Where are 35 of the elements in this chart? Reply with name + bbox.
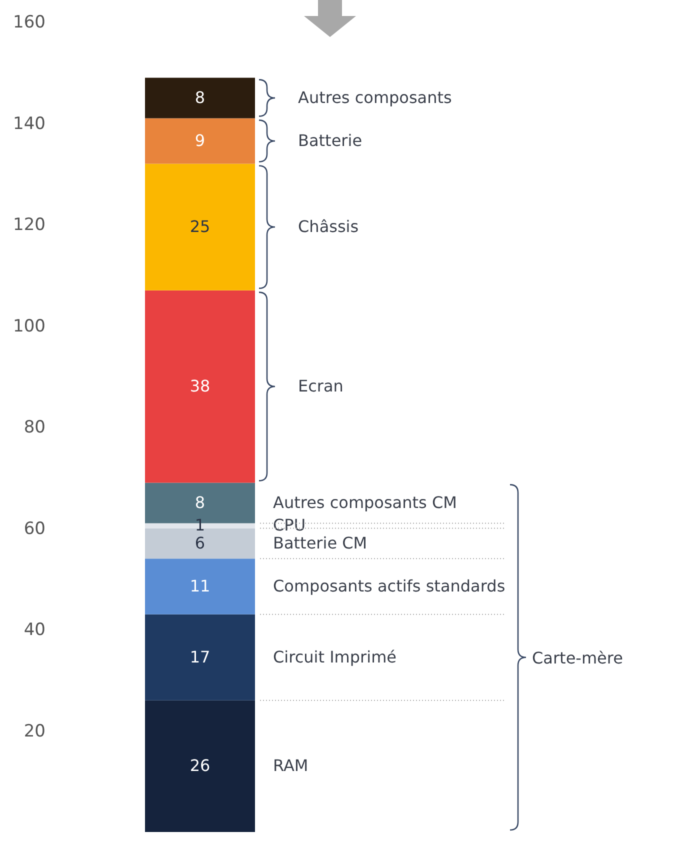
series-label: Batterie CM <box>273 533 368 552</box>
data-label: 17 <box>190 647 210 666</box>
data-label: 26 <box>190 756 210 776</box>
series-label: Composants actifs standards <box>273 576 506 596</box>
y-tick-label: 160 <box>13 12 46 32</box>
bar <box>145 164 255 290</box>
series-label: CPU <box>273 516 306 535</box>
bar <box>145 118 255 164</box>
data-label: 8 <box>194 492 206 512</box>
bar <box>145 290 255 483</box>
y-tick-label: 140 <box>13 114 46 134</box>
data-label: 11 <box>190 576 210 596</box>
text: Châssis <box>298 217 359 236</box>
data-label: 8 <box>194 88 206 107</box>
bar <box>145 700 255 832</box>
y-tick-label: 100 <box>13 316 46 336</box>
y-tick-label: 40 <box>24 620 46 640</box>
series-label: Circuit Imprimé <box>273 647 396 666</box>
y-tick-label: 60 <box>24 518 46 539</box>
series-label: Autres composants CM <box>273 492 457 512</box>
y-tick-label: 20 <box>24 721 46 742</box>
text: Batterie <box>298 130 362 150</box>
text: Autres composants <box>298 88 452 107</box>
text: Ecran <box>298 376 344 396</box>
bar <box>145 614 255 700</box>
y-tick-label: 80 <box>24 418 46 438</box>
text: Carte-mère <box>532 648 623 668</box>
data-label: 6 <box>194 533 206 552</box>
data-label: 25 <box>190 217 210 236</box>
y-tick-label: 120 <box>13 215 46 235</box>
series-label: RAM <box>273 756 308 776</box>
bar <box>145 78 255 118</box>
data-label: 38 <box>190 376 210 396</box>
bar <box>145 558 255 614</box>
data-label: 9 <box>194 130 206 150</box>
